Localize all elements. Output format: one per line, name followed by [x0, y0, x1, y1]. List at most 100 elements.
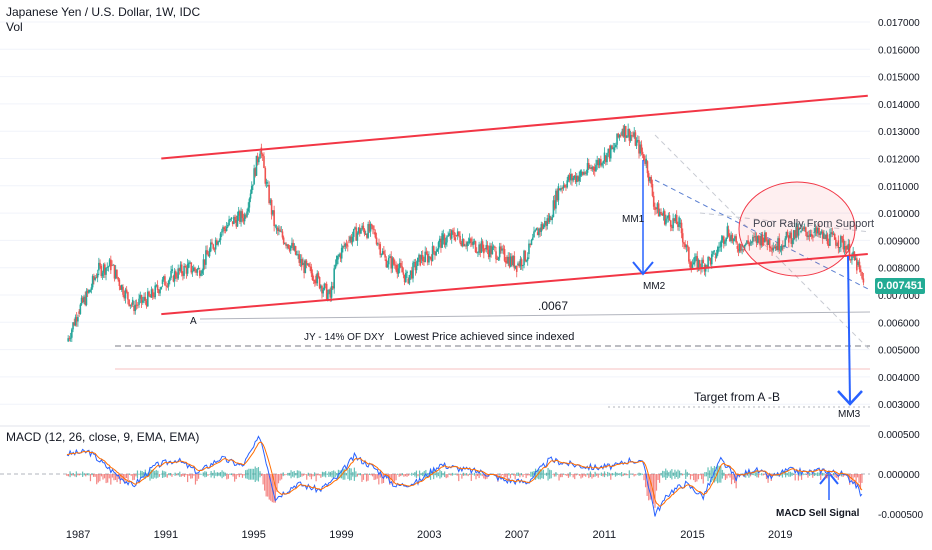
candle-body — [206, 250, 208, 255]
candle-body — [776, 245, 778, 251]
macd-histogram-bar — [334, 471, 336, 477]
macd-histogram-bar — [141, 471, 143, 478]
macd-histogram-bar — [448, 473, 450, 475]
candle-body — [213, 248, 216, 250]
macd-histogram-bar — [796, 473, 798, 475]
mm1-arrow-head — [632, 261, 654, 276]
candle-body — [581, 171, 584, 175]
candle-body — [401, 266, 403, 273]
candle-body — [754, 236, 757, 238]
level-0067-line — [199, 311, 871, 320]
macd-histogram-bar — [373, 474, 375, 480]
macd-histogram-bar — [201, 473, 203, 475]
macd-histogram-bar — [347, 469, 349, 479]
candle-body — [173, 271, 176, 282]
candle-body — [502, 248, 505, 250]
macd-histogram-bar — [439, 469, 441, 479]
macd-histogram-bar — [455, 473, 457, 475]
macd-histogram-bar — [282, 472, 284, 477]
candle-body — [531, 237, 534, 240]
candle-body — [478, 244, 480, 253]
candle-body — [368, 224, 371, 232]
macd-histogram-bar — [820, 474, 822, 480]
candle-body — [449, 233, 452, 239]
candle-body — [308, 263, 310, 267]
macd-histogram-bar — [417, 474, 419, 477]
macd-histogram-bar — [556, 473, 559, 475]
macd-signal-line — [66, 441, 863, 507]
candle-body — [646, 161, 649, 174]
candle-body — [721, 236, 724, 241]
candle-body — [778, 238, 781, 251]
macd-histogram-bar — [621, 472, 623, 477]
candle-body — [465, 245, 467, 247]
annotation-lowest-price: Lowest Price achieved since indexed — [394, 331, 574, 343]
candle-body — [774, 246, 777, 249]
candle-body — [383, 251, 385, 255]
macd-histogram-bar — [302, 474, 305, 476]
macd-histogram-bar — [802, 473, 804, 476]
macd-histogram-bar — [473, 472, 476, 476]
macd-histogram-bar — [249, 468, 252, 480]
macd-histogram-bar — [730, 474, 733, 485]
macd-histogram-bar — [412, 473, 414, 475]
macd-histogram-bar — [671, 469, 673, 480]
time-tick-label: 2007 — [505, 529, 529, 541]
macd-histogram-bar — [309, 474, 311, 477]
candle-body — [122, 286, 124, 295]
candle-body — [765, 232, 767, 241]
macd-histogram-bar — [506, 474, 508, 481]
macd-histogram-bar — [241, 474, 244, 478]
macd-histogram-bar — [519, 474, 521, 478]
macd-histogram-bar — [530, 471, 532, 477]
candle-body — [484, 248, 486, 250]
candle-body — [415, 265, 418, 271]
macd-histogram-bar — [783, 473, 785, 475]
macd-histogram-bar — [274, 474, 276, 503]
candle-body — [284, 243, 286, 245]
macd-histogram-bar — [856, 474, 859, 478]
macd-histogram-bar — [256, 468, 258, 481]
trend-channel — [161, 94, 868, 316]
candle-body — [282, 237, 285, 244]
macd-histogram-bar — [662, 470, 664, 478]
macd-histogram-bar — [411, 472, 413, 476]
candle-body — [197, 268, 200, 270]
macd-histogram-bar — [196, 474, 198, 482]
macd-histogram-bar — [592, 474, 595, 478]
candle-body — [573, 175, 576, 178]
candle-body — [496, 259, 499, 260]
candle-body — [394, 264, 396, 266]
candle-body — [456, 231, 459, 236]
macd-histogram-bar — [130, 474, 132, 476]
candle-body — [165, 285, 167, 287]
candle-body — [300, 259, 303, 267]
macd-histogram-bar — [480, 473, 482, 476]
candle-body — [225, 226, 228, 232]
candle-body — [681, 233, 684, 243]
macd-histogram-bar — [636, 473, 639, 475]
candle-body — [726, 226, 729, 238]
candle-body — [511, 256, 513, 265]
candle-body — [180, 264, 183, 274]
macd-histogram-bar — [362, 474, 365, 480]
macd-histogram-bar — [588, 474, 590, 479]
candle-body — [797, 228, 800, 236]
candle-body — [566, 180, 569, 188]
macd-tick-label: -0.000500 — [878, 510, 923, 521]
macd-histogram-bar — [472, 473, 474, 475]
macd-histogram-bar — [665, 468, 667, 480]
macd-histogram-bar — [127, 474, 129, 482]
macd-histogram-bar — [517, 472, 519, 476]
macd-histogram-bar — [581, 474, 584, 478]
candle-body — [678, 217, 680, 227]
macd-histogram-bar — [281, 474, 283, 480]
macd-histogram-bar — [832, 472, 835, 476]
candle-body — [125, 289, 128, 293]
candle-body — [343, 246, 345, 247]
candle-body — [274, 225, 277, 227]
candle-body — [171, 269, 174, 271]
macd-histogram-bar — [352, 471, 354, 477]
candle-body — [339, 254, 342, 259]
